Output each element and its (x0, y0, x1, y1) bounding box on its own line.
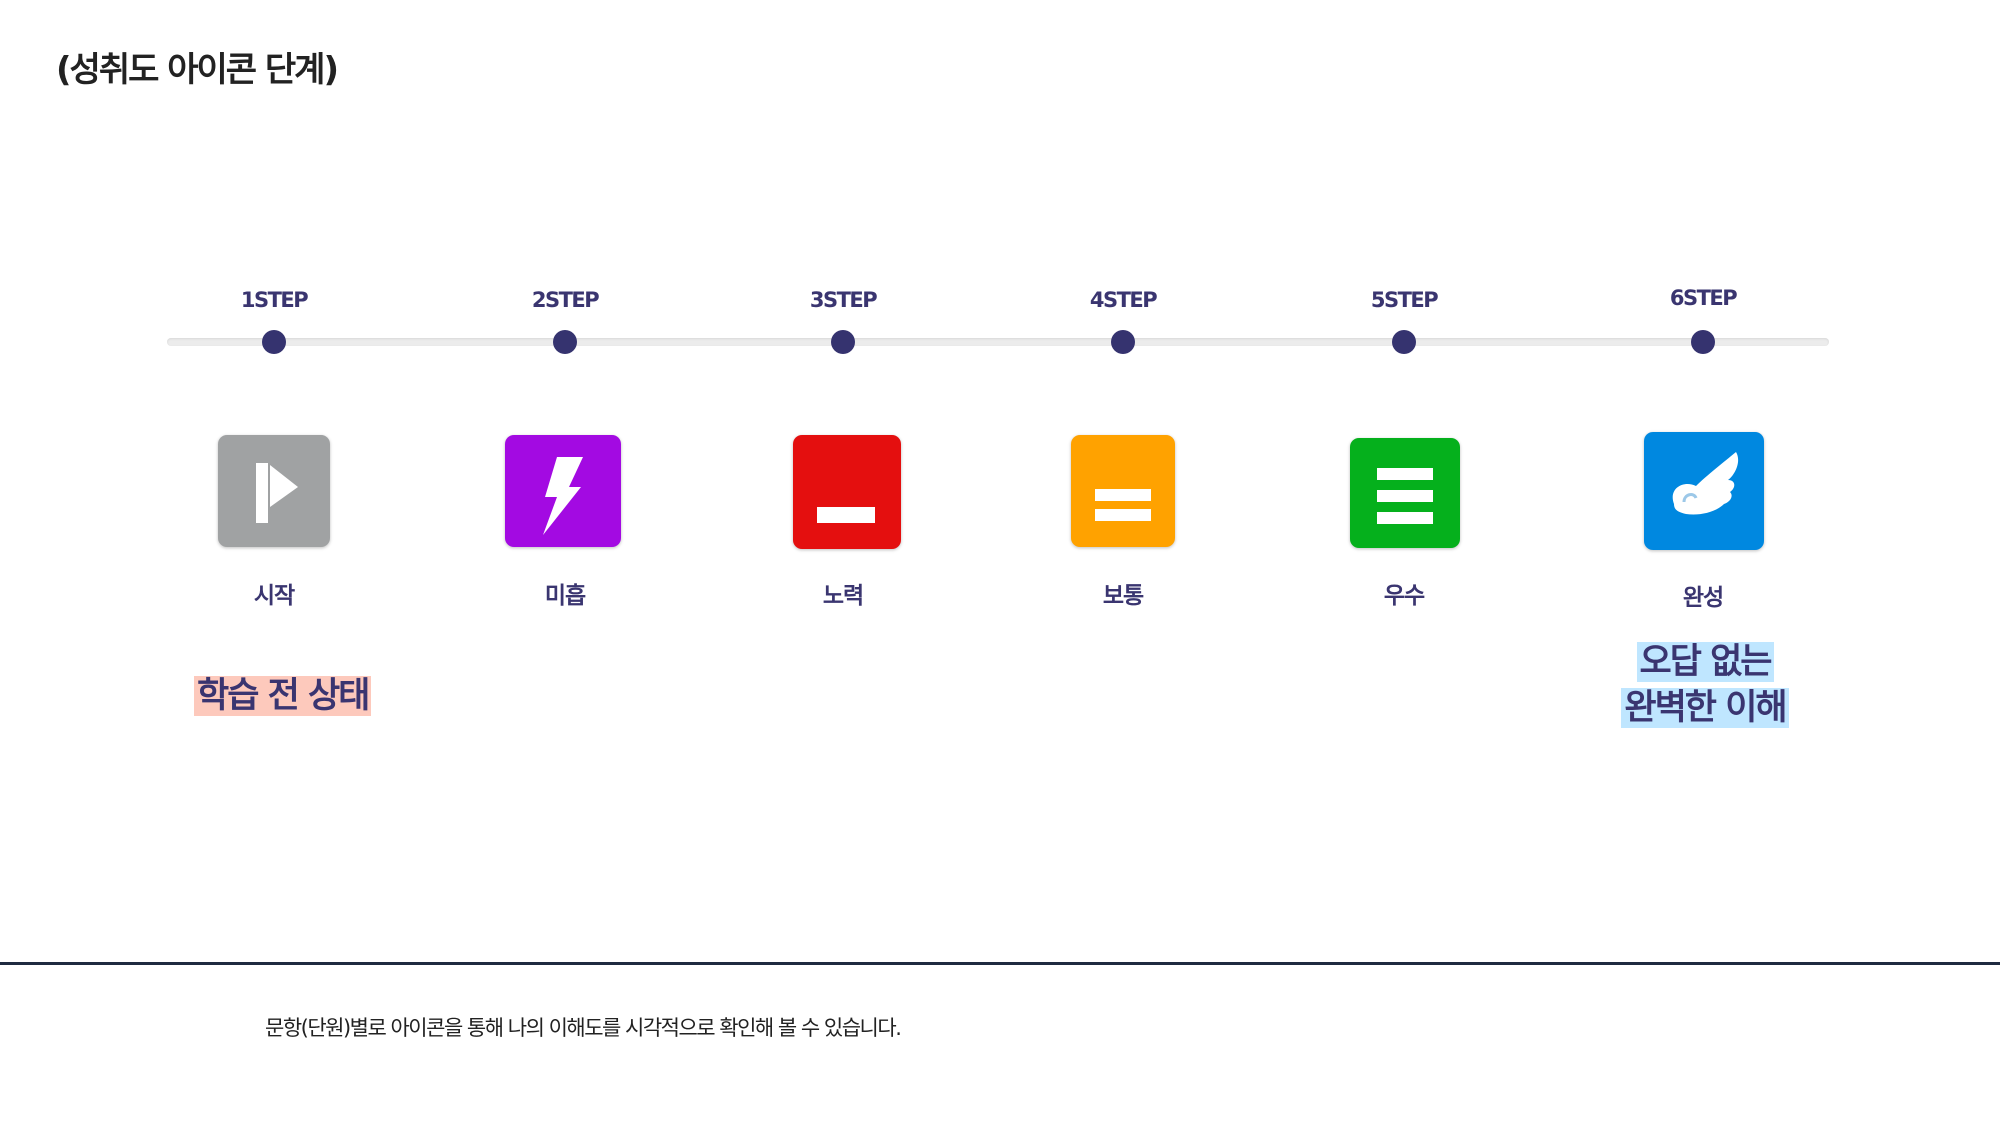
divider (0, 962, 2000, 965)
step-dot (553, 330, 577, 354)
step-label: 5STEP (1370, 288, 1439, 312)
step-name: 보통 (1102, 583, 1144, 609)
single-bar-icon (793, 435, 901, 549)
step-dot (831, 330, 855, 354)
page-title: (성취도 아이콘 단계) (56, 50, 339, 90)
complete-note-line2: 완벽한 이해 (1621, 688, 1789, 728)
timeline-track (167, 338, 1829, 346)
step-label: 2STEP (531, 288, 600, 312)
step-label: 4STEP (1089, 288, 1158, 312)
step-label: 1STEP (240, 288, 309, 312)
start-note: 학습 전 상태 (194, 673, 372, 719)
footer-caption: 문항(단원)별로 아이콘을 통해 나의 이해도를 시각적으로 확인해 볼 수 있… (265, 1016, 902, 1040)
step-label: 6STEP (1669, 286, 1738, 310)
wing-icon (1644, 432, 1764, 550)
step-name: 우수 (1383, 583, 1425, 609)
step-dot (262, 330, 286, 354)
complete-note-line1: 오답 없는 (1636, 642, 1774, 682)
lightning-icon (505, 435, 621, 547)
step-label: 3STEP (809, 288, 878, 312)
step-name: 미흡 (544, 583, 586, 609)
step-dot (1691, 330, 1715, 354)
complete-note: 오답 없는 완벽한 이해 (1617, 639, 1793, 731)
step-name: 시작 (253, 583, 295, 609)
step-name: 노력 (822, 583, 864, 609)
triple-bar-icon (1350, 438, 1460, 548)
start-note-text: 학습 전 상태 (194, 676, 372, 716)
double-bar-icon (1071, 435, 1175, 547)
flag-play-icon (218, 435, 330, 547)
step-dot (1111, 330, 1135, 354)
step-dot (1392, 330, 1416, 354)
step-name: 완성 (1682, 585, 1724, 611)
